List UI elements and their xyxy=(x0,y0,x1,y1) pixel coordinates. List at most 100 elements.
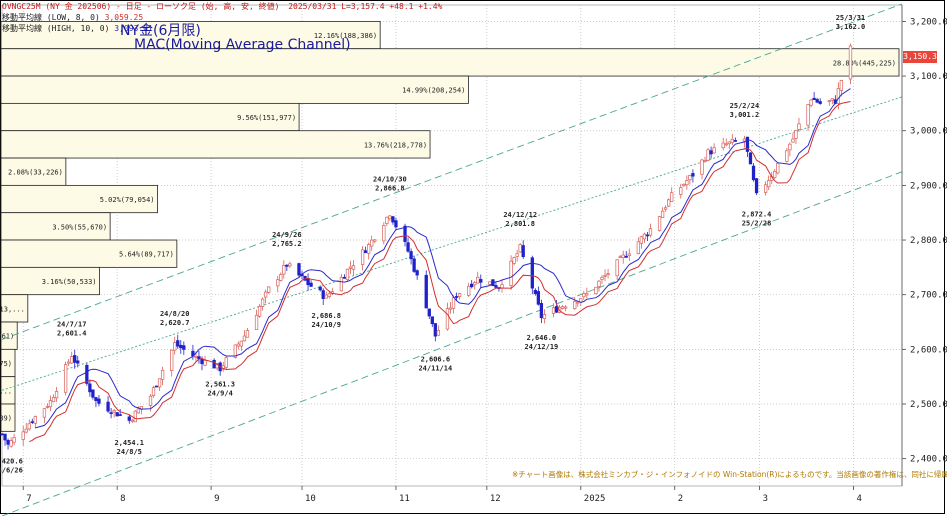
y-tick-label: 3,200.0 xyxy=(910,17,947,27)
volume-profile-label: 28.80%(445,225) xyxy=(833,59,896,67)
y-tick-label: 3,000.0 xyxy=(910,127,947,137)
candle-body xyxy=(436,330,441,336)
volume-profile-label: 9.56%(151,977) xyxy=(237,114,296,122)
price-annotation: 3,001.2 xyxy=(730,111,760,119)
candle-body xyxy=(703,160,707,162)
candle-body xyxy=(533,289,537,294)
ma-low-label: 移動平均線 (LOW, 8, 0) xyxy=(2,13,100,22)
candle-body xyxy=(754,178,759,194)
candle-body xyxy=(685,180,689,186)
candle-body xyxy=(194,356,198,358)
candle-body xyxy=(476,276,480,284)
price-annotation: 2,620.7 xyxy=(160,319,190,327)
candle-body xyxy=(670,192,674,202)
volume-profile-bar xyxy=(0,266,100,296)
y-tick-label: 2,500.0 xyxy=(910,400,947,410)
price-annotation: 24/10/30 xyxy=(373,176,407,184)
candle-body xyxy=(809,99,813,106)
x-tick-label: 9 xyxy=(214,494,219,504)
copyright-footnote: ※チャート画像は、株式会社ミンカブ・ジ・インフォノイドの Win-Station… xyxy=(512,470,947,479)
candle-body xyxy=(115,412,119,417)
candle-body xyxy=(642,233,647,240)
volume-profile-label: 0.52%(8,261) xyxy=(0,333,14,341)
candle-body xyxy=(812,97,816,100)
price-annotation: 2,686.8 xyxy=(311,312,341,320)
candle-body xyxy=(394,220,398,228)
volume-profile-label: 3.16%(50,533) xyxy=(42,278,97,286)
candle-body xyxy=(773,171,777,178)
candle-body xyxy=(560,306,565,309)
volume-profile-bar xyxy=(0,102,300,132)
candle-body xyxy=(627,253,631,257)
candle-body xyxy=(391,216,395,223)
ma-low-value: 3,059.25 xyxy=(104,13,144,22)
candle-body xyxy=(639,236,644,244)
channel-line-upper xyxy=(1,3,903,340)
candle-body xyxy=(309,282,313,287)
candle-body xyxy=(0,433,4,436)
candle-body xyxy=(351,265,356,270)
x-tick-label: 10 xyxy=(305,494,316,504)
candle-body xyxy=(839,80,844,91)
candle-body xyxy=(657,216,662,231)
x-tick-label: 4 xyxy=(857,494,862,504)
ma-high-value: 3,093.01 xyxy=(114,24,153,33)
ma-low-line xyxy=(29,101,851,443)
candle-body xyxy=(551,307,556,314)
chart-subtitle: MAC(Moving Average Channel) xyxy=(134,37,351,53)
candle-body xyxy=(509,260,513,286)
y-tick-label: 2,900.0 xyxy=(910,181,947,191)
x-tick-label: 8 xyxy=(120,494,125,504)
candle-body xyxy=(67,361,71,364)
candle-body xyxy=(427,308,431,317)
volume-profile-label: 0.86%(13,... xyxy=(0,305,25,313)
candle-body xyxy=(282,265,286,275)
candle-body xyxy=(76,360,80,364)
candle-body xyxy=(470,283,474,288)
price-annotation: 2,454.1 xyxy=(115,439,145,447)
candle-body xyxy=(236,343,241,347)
candle-body xyxy=(388,215,392,220)
candle-body xyxy=(242,335,247,342)
candle-body xyxy=(27,423,31,430)
candle-body xyxy=(267,286,271,293)
candle-body xyxy=(118,414,122,416)
candle-body xyxy=(42,408,47,418)
candle-body xyxy=(233,344,237,358)
candle-body xyxy=(724,143,728,146)
candle-body xyxy=(415,270,419,276)
candle-body xyxy=(709,150,713,155)
candle-body xyxy=(360,249,365,265)
x-tick-label: 2 xyxy=(678,494,683,504)
candle-body xyxy=(700,159,704,175)
x-tick-label: 7 xyxy=(26,494,31,504)
volume-profile-bar xyxy=(0,403,16,432)
y-tick-label: 3,100.0 xyxy=(910,72,947,82)
x-tick-label: 11 xyxy=(399,494,410,504)
x-tick-label: 2025 xyxy=(584,494,606,504)
candle-body xyxy=(785,150,789,162)
candle-body xyxy=(451,297,456,309)
candle-body xyxy=(667,199,671,207)
candle-body xyxy=(515,253,519,257)
candle-body xyxy=(33,416,37,424)
candle-body xyxy=(688,174,692,181)
candle-body xyxy=(51,397,56,403)
price-annotation: 2,646.0 xyxy=(527,334,557,342)
candle-body xyxy=(94,397,98,401)
candle-body xyxy=(73,355,77,363)
candle-body xyxy=(403,225,407,242)
candle-body xyxy=(148,395,153,406)
candle-body xyxy=(276,279,280,287)
candle-body xyxy=(536,291,541,305)
ma-low-legend: 移動平均線 (LOW, 8, 0) 3,059.25 xyxy=(2,13,143,23)
symbol-line: OVNGC25M (NY 金 202506) - 日足 - ローソク足 (始, … xyxy=(2,2,280,11)
candle-body xyxy=(615,259,619,277)
volume-profile-label: 14.99%(208,254) xyxy=(402,87,465,95)
candle-body xyxy=(624,255,628,258)
ma-high-line xyxy=(35,88,851,429)
candle-body xyxy=(597,280,601,287)
candle-body xyxy=(385,216,389,224)
x-tick-label: 12 xyxy=(490,494,501,504)
